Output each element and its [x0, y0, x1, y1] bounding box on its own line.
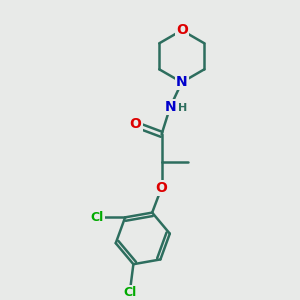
Text: N: N [164, 100, 176, 114]
Text: Cl: Cl [91, 211, 104, 224]
Text: O: O [130, 117, 142, 131]
Text: Cl: Cl [124, 286, 137, 299]
Text: N: N [176, 75, 188, 89]
Text: H: H [178, 103, 187, 113]
Text: O: O [176, 23, 188, 37]
Text: O: O [156, 181, 167, 195]
